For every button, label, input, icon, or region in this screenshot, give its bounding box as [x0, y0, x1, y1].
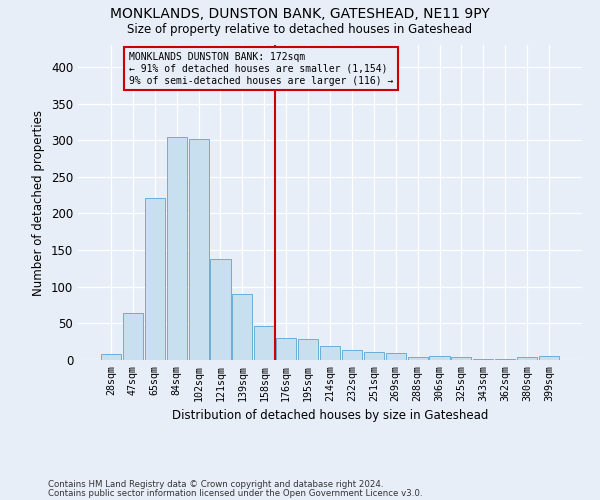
- X-axis label: Distribution of detached houses by size in Gateshead: Distribution of detached houses by size …: [172, 409, 488, 422]
- Bar: [430, 356, 449, 360]
- Bar: [254, 326, 274, 360]
- Text: Contains public sector information licensed under the Open Government Licence v3: Contains public sector information licen…: [48, 490, 422, 498]
- Text: MONKLANDS DUNSTON BANK: 172sqm
← 91% of detached houses are smaller (1,154)
9% o: MONKLANDS DUNSTON BANK: 172sqm ← 91% of …: [128, 52, 393, 86]
- Bar: [167, 136, 187, 360]
- Bar: [517, 357, 537, 360]
- Y-axis label: Number of detached properties: Number of detached properties: [32, 110, 46, 296]
- Text: Size of property relative to detached houses in Gateshead: Size of property relative to detached ho…: [127, 22, 473, 36]
- Bar: [145, 198, 165, 360]
- Bar: [342, 350, 362, 360]
- Bar: [123, 313, 143, 360]
- Bar: [451, 357, 472, 360]
- Bar: [364, 352, 384, 360]
- Bar: [232, 294, 253, 360]
- Text: MONKLANDS, DUNSTON BANK, GATESHEAD, NE11 9PY: MONKLANDS, DUNSTON BANK, GATESHEAD, NE11…: [110, 8, 490, 22]
- Bar: [276, 338, 296, 360]
- Bar: [188, 139, 209, 360]
- Bar: [386, 352, 406, 360]
- Bar: [539, 356, 559, 360]
- Text: Contains HM Land Registry data © Crown copyright and database right 2024.: Contains HM Land Registry data © Crown c…: [48, 480, 383, 489]
- Bar: [473, 358, 493, 360]
- Bar: [211, 259, 230, 360]
- Bar: [101, 354, 121, 360]
- Bar: [320, 346, 340, 360]
- Bar: [298, 339, 318, 360]
- Bar: [407, 357, 428, 360]
